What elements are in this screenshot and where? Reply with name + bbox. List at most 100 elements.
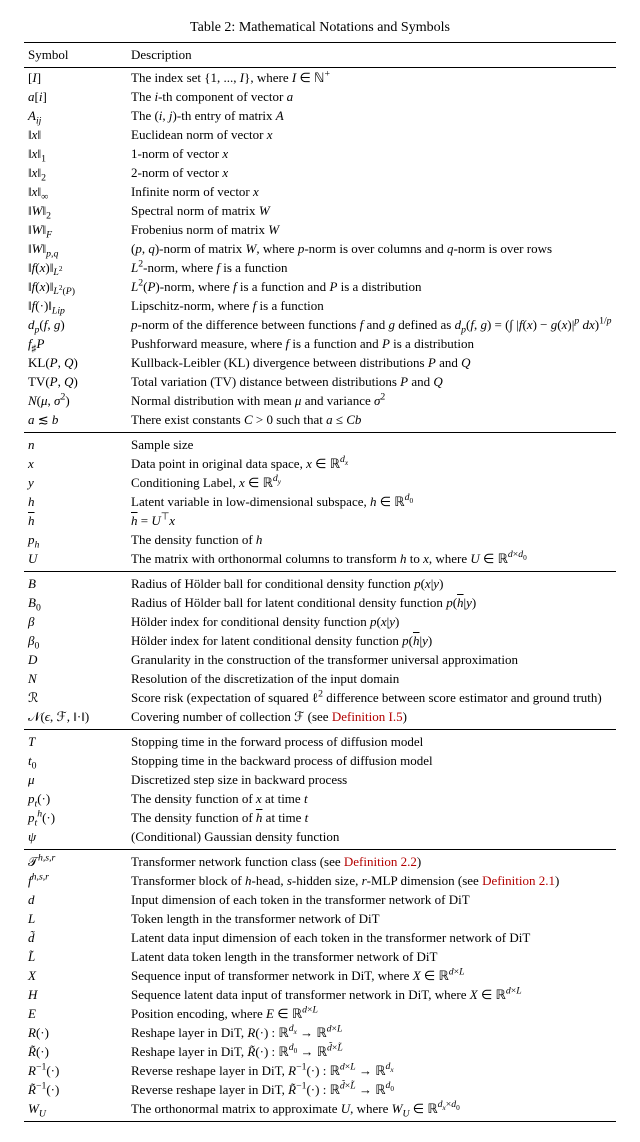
table-row: TV(P, Q)Total variation (TV) distance be… bbox=[24, 372, 616, 391]
symbol-cell: N bbox=[24, 669, 127, 688]
table-row: R(·)Reshape layer in DiT, R(·) : ℝdx → ℝ… bbox=[24, 1023, 616, 1042]
table-row: ‖W‖2Spectral norm of matrix W bbox=[24, 201, 616, 220]
description-cell: Sequence latent data input of transforme… bbox=[127, 985, 616, 1004]
symbol-cell: t0 bbox=[24, 751, 127, 770]
description-cell: Total variation (TV) distance between di… bbox=[127, 372, 616, 391]
table-row: BRadius of Hölder ball for conditional d… bbox=[24, 571, 616, 593]
symbol-cell: a ≲ b bbox=[24, 410, 127, 432]
table-row: TStopping time in the forward process of… bbox=[24, 729, 616, 751]
description-cell: Transformer network function class (see … bbox=[127, 849, 616, 871]
description-cell: The orthonormal matrix to approximate U,… bbox=[127, 1099, 616, 1121]
table-row: ‖f(x)‖L2(P)L2(P)-norm, where f is a func… bbox=[24, 277, 616, 296]
table-row: AijThe (i, j)-th entry of matrix A bbox=[24, 106, 616, 125]
symbol-cell: N(μ, σ2) bbox=[24, 391, 127, 410]
table-row: βHölder index for conditional density fu… bbox=[24, 612, 616, 631]
description-cell: Latent variable in low-dimensional subsp… bbox=[127, 492, 616, 511]
symbol-cell: D bbox=[24, 650, 127, 669]
symbol-cell: ph bbox=[24, 530, 127, 549]
description-cell: Sample size bbox=[127, 432, 616, 454]
description-cell: L2(P)-norm, where f is a function and P … bbox=[127, 277, 616, 296]
table-row: ‖W‖p,q(p, q)-norm of matrix W, where p-n… bbox=[24, 239, 616, 258]
description-cell: Infinite norm of vector x bbox=[127, 182, 616, 201]
symbol-cell: pt(·) bbox=[24, 789, 127, 808]
symbol-cell: KL(P, Q) bbox=[24, 353, 127, 372]
table-caption: Table 2: Mathematical Notations and Symb… bbox=[24, 20, 616, 36]
description-cell: Spectral norm of matrix W bbox=[127, 201, 616, 220]
description-cell: Reshape layer in DiT, R̃(·) : ℝd0 → ℝd̃×… bbox=[127, 1042, 616, 1061]
symbol-cell: h bbox=[24, 511, 127, 530]
table-row: ψ(Conditional) Gaussian density function bbox=[24, 827, 616, 849]
table-row: KL(P, Q)Kullback-Leibler (KL) divergence… bbox=[24, 353, 616, 372]
symbol-cell: R̃−1(·) bbox=[24, 1080, 127, 1099]
table-row: ℛScore risk (expectation of squared ℓ2 d… bbox=[24, 688, 616, 707]
symbol-cell: ‖x‖1 bbox=[24, 144, 127, 163]
symbol-cell: T bbox=[24, 729, 127, 751]
description-cell: Conditioning Label, x ∈ ℝdy bbox=[127, 473, 616, 492]
description-cell: Reverse reshape layer in DiT, R̃−1(·) : … bbox=[127, 1080, 616, 1099]
table-row: yConditioning Label, x ∈ ℝdy bbox=[24, 473, 616, 492]
description-cell: Position encoding, where E ∈ ℝd×L bbox=[127, 1004, 616, 1023]
description-cell: Hölder index for conditional density fun… bbox=[127, 612, 616, 631]
table-row: ‖f(x)‖L2L2-norm, where f is a function bbox=[24, 258, 616, 277]
description-cell: Resolution of the discretization of the … bbox=[127, 669, 616, 688]
table-row: XSequence input of transformer network i… bbox=[24, 966, 616, 985]
symbol-cell: h bbox=[24, 492, 127, 511]
table-row: HSequence latent data input of transform… bbox=[24, 985, 616, 1004]
symbol-cell: 𝒩(ϵ, ℱ, ‖·‖) bbox=[24, 707, 127, 729]
symbol-cell: ‖f(x)‖L2 bbox=[24, 258, 127, 277]
description-cell: Covering number of collection ℱ (see Def… bbox=[127, 707, 616, 729]
table-row: fh,s,rTransformer block of h-head, s-hid… bbox=[24, 871, 616, 890]
symbol-cell: B0 bbox=[24, 593, 127, 612]
description-cell: Stopping time in the forward process of … bbox=[127, 729, 616, 751]
symbol-cell: Aij bbox=[24, 106, 127, 125]
symbol-cell: X bbox=[24, 966, 127, 985]
table-row: R̃−1(·)Reverse reshape layer in DiT, R̃−… bbox=[24, 1080, 616, 1099]
table-row: phThe density function of h bbox=[24, 530, 616, 549]
table-row: pth(·)The density function of h at time … bbox=[24, 808, 616, 827]
table-row: ‖x‖∞Infinite norm of vector x bbox=[24, 182, 616, 201]
table-row: LToken length in the transformer network… bbox=[24, 909, 616, 928]
symbol-cell: f♯P bbox=[24, 334, 127, 353]
symbol-cell: ‖W‖2 bbox=[24, 201, 127, 220]
description-cell: (p, q)-norm of matrix W, where p-norm is… bbox=[127, 239, 616, 258]
symbol-cell: μ bbox=[24, 770, 127, 789]
description-cell: Radius of Hölder ball for latent conditi… bbox=[127, 593, 616, 612]
description-cell: The density function of h bbox=[127, 530, 616, 549]
description-cell: Transformer block of h-head, s-hidden si… bbox=[127, 871, 616, 890]
description-cell: Stopping time in the backward process of… bbox=[127, 751, 616, 770]
symbol-cell: β bbox=[24, 612, 127, 631]
description-cell: Radius of Hölder ball for conditional de… bbox=[127, 571, 616, 593]
table-row: R−1(·)Reverse reshape layer in DiT, R−1(… bbox=[24, 1061, 616, 1080]
description-cell: Token length in the transformer network … bbox=[127, 909, 616, 928]
table-row: B0Radius of Hölder ball for latent condi… bbox=[24, 593, 616, 612]
table-row: WUThe orthonormal matrix to approximate … bbox=[24, 1099, 616, 1121]
table-row: ‖f(·)‖LipLipschitz-norm, where f is a fu… bbox=[24, 296, 616, 315]
col-header-symbol: Symbol bbox=[24, 43, 127, 68]
table-row: a[i]The i-th component of vector a bbox=[24, 87, 616, 106]
description-cell: Sequence input of transformer network in… bbox=[127, 966, 616, 985]
symbol-cell: dp(f, g) bbox=[24, 315, 127, 334]
table-row: nSample size bbox=[24, 432, 616, 454]
table-row: dp(f, g)p-norm of the difference between… bbox=[24, 315, 616, 334]
description-cell: Score risk (expectation of squared ℓ2 di… bbox=[127, 688, 616, 707]
description-cell: The index set {1, ..., I}, where I ∈ ℕ+ bbox=[127, 68, 616, 88]
symbol-cell: 𝒯h,s,r bbox=[24, 849, 127, 871]
table-row: t0Stopping time in the backward process … bbox=[24, 751, 616, 770]
symbol-cell: ‖f(·)‖Lip bbox=[24, 296, 127, 315]
table-row: UThe matrix with orthonormal columns to … bbox=[24, 549, 616, 571]
symbol-cell: ‖x‖∞ bbox=[24, 182, 127, 201]
table-row: 𝒩(ϵ, ℱ, ‖·‖)Covering number of collectio… bbox=[24, 707, 616, 729]
table-row: dInput dimension of each token in the tr… bbox=[24, 890, 616, 909]
symbol-cell: a[i] bbox=[24, 87, 127, 106]
symbol-cell: L̃ bbox=[24, 947, 127, 966]
table-row: [I]The index set {1, ..., I}, where I ∈ … bbox=[24, 68, 616, 88]
description-cell: Data point in original data space, x ∈ ℝ… bbox=[127, 454, 616, 473]
symbol-cell: R−1(·) bbox=[24, 1061, 127, 1080]
table-row: μDiscretized step size in backward proce… bbox=[24, 770, 616, 789]
description-cell: L2-norm, where f is a function bbox=[127, 258, 616, 277]
symbol-cell: ‖f(x)‖L2(P) bbox=[24, 277, 127, 296]
description-cell: There exist constants C > 0 such that a … bbox=[127, 410, 616, 432]
table-row: f♯PPushforward measure, where f is a fun… bbox=[24, 334, 616, 353]
symbol-cell: B bbox=[24, 571, 127, 593]
table-row: ‖x‖22-norm of vector x bbox=[24, 163, 616, 182]
